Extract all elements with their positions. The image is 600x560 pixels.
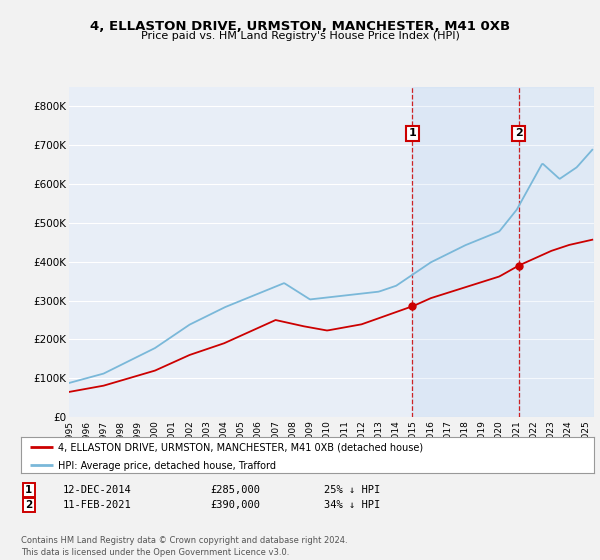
Text: 4, ELLASTON DRIVE, URMSTON, MANCHESTER, M41 0XB (detached house): 4, ELLASTON DRIVE, URMSTON, MANCHESTER, …	[58, 443, 424, 452]
Text: £285,000: £285,000	[210, 485, 260, 495]
Text: HPI: Average price, detached house, Trafford: HPI: Average price, detached house, Traf…	[58, 461, 276, 471]
Bar	[518, 87, 594, 417]
Text: 11-FEB-2021: 11-FEB-2021	[63, 500, 132, 510]
Bar	[412, 87, 518, 417]
Text: 2: 2	[25, 500, 32, 510]
Text: Price paid vs. HM Land Registry's House Price Index (HPI): Price paid vs. HM Land Registry's House …	[140, 31, 460, 41]
Text: 2: 2	[515, 128, 523, 138]
Text: 12-DEC-2014: 12-DEC-2014	[63, 485, 132, 495]
Text: £390,000: £390,000	[210, 500, 260, 510]
Text: Contains HM Land Registry data © Crown copyright and database right 2024.
This d: Contains HM Land Registry data © Crown c…	[21, 536, 347, 557]
Text: 4, ELLASTON DRIVE, URMSTON, MANCHESTER, M41 0XB: 4, ELLASTON DRIVE, URMSTON, MANCHESTER, …	[90, 20, 510, 32]
Text: 25% ↓ HPI: 25% ↓ HPI	[324, 485, 380, 495]
Text: 1: 1	[409, 128, 416, 138]
Text: 34% ↓ HPI: 34% ↓ HPI	[324, 500, 380, 510]
Text: 1: 1	[25, 485, 32, 495]
